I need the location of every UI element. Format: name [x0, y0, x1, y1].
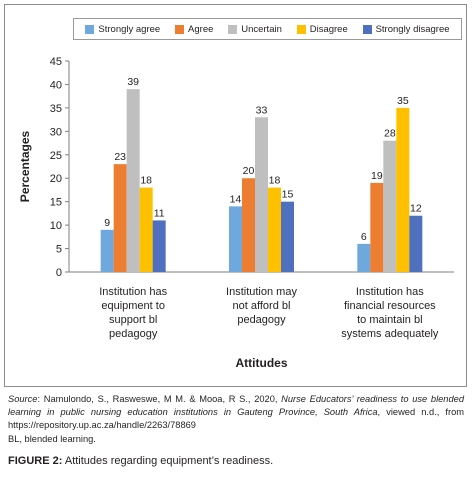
data-label: 35: [397, 95, 409, 107]
chart-legend: Strongly agree Agree Uncertain Disagree Stro…: [73, 18, 462, 40]
bar: [370, 182, 384, 272]
data-label: 12: [410, 203, 422, 215]
x-tick-label-line: Institution has: [356, 286, 424, 298]
source-rest: , viewed n.d., from https://repository.u…: [8, 407, 464, 430]
y-tick-label: 5: [56, 244, 62, 256]
source-note: Source: Namulondo, S., Rasweswe, M M. & …: [8, 393, 464, 432]
legend-label: Agree: [188, 23, 214, 35]
data-label: 18: [269, 175, 281, 187]
bar: [255, 117, 268, 273]
abbreviation-note: BL, blended learning.: [8, 434, 96, 444]
legend-item: Uncertain: [228, 24, 282, 35]
bar: [409, 215, 423, 272]
bar: [396, 107, 410, 272]
legend-label: Strongly disagree: [375, 23, 450, 35]
data-label: 11: [154, 207, 165, 219]
data-label: 33: [256, 104, 268, 116]
data-label: 6: [361, 231, 367, 243]
legend-swatch: [175, 24, 185, 34]
y-tick-label: 35: [50, 103, 62, 115]
data-label: 18: [140, 175, 152, 187]
legend-item: Strongly disagree: [362, 23, 450, 35]
x-tick-label-line: Institution has: [99, 286, 167, 298]
bar: [113, 164, 127, 272]
legend-label: Uncertain: [241, 23, 282, 35]
bar: [229, 206, 242, 272]
legend-label: Strongly agree: [98, 23, 161, 35]
bar: [281, 201, 294, 272]
data-label: 9: [104, 217, 110, 229]
x-tick-label: Institution has equipment to support bl ped…: [99, 286, 167, 340]
bar: [152, 220, 166, 272]
y-tick-label: 0: [56, 267, 62, 279]
bar-chart: 0 5 10 15 20 25 30 35 40 45 9 23 39 18 11 Institution h…: [18, 56, 454, 370]
x-tick-label-line: to maintain bl: [357, 314, 422, 326]
data-label: 20: [243, 165, 255, 177]
figure-caption: FIGURE 2: Attitudes regarding equipment’…: [8, 455, 273, 467]
source-label: Source: [8, 394, 38, 404]
source-title: Nurse Educators’ readiness to use blende…: [8, 394, 464, 417]
x-tick-label-line: not afford bl: [233, 300, 291, 312]
x-tick-label-line: Institution may: [226, 286, 297, 298]
x-tick-label-line: equipment to: [101, 300, 165, 312]
legend-item: Disagree: [296, 23, 348, 35]
x-tick-label-line: systems adequately: [341, 328, 439, 340]
chart-container: Strongly agree Agree Uncertain Disagree Stro…: [4, 4, 467, 387]
y-tick-label: 25: [50, 150, 62, 162]
x-axis-title: Attitudes: [236, 356, 288, 370]
bar: [357, 243, 371, 272]
x-tick-label-line: support bl: [109, 314, 157, 326]
x-tick-label: Institution may not afford bl pedagogy: [226, 286, 297, 326]
bar: [126, 89, 140, 272]
source-authors: : Namulondo, S., Rasweswe, M M. & Mooa, …: [37, 394, 282, 404]
y-tick-label: 20: [50, 173, 62, 185]
x-tick-label: Institution has financial resources to mai…: [341, 286, 439, 340]
y-axis-title: Percentages: [18, 130, 32, 202]
x-tick-label-line: financial resources: [344, 300, 436, 312]
legend-swatch: [85, 24, 95, 34]
bar: [100, 229, 114, 272]
bar: [383, 140, 397, 272]
y-tick-label: 30: [50, 126, 62, 138]
y-tick-label: 15: [50, 197, 62, 209]
data-label: 15: [282, 189, 294, 201]
legend-swatch: [362, 24, 372, 34]
data-label: 23: [114, 151, 126, 163]
x-tick-label-line: pedagogy: [109, 328, 158, 340]
legend-item: Strongly agree: [85, 24, 160, 35]
bar: [268, 187, 281, 272]
figure-title: Attitudes regarding equipment’s readines…: [62, 455, 274, 467]
y-tick-label: 45: [50, 56, 62, 68]
legend-swatch: [296, 24, 306, 34]
figure-label: FIGURE 2:: [8, 455, 63, 467]
legend-label: Disagree: [309, 23, 348, 35]
x-tick-label-line: pedagogy: [237, 314, 286, 326]
legend-item: Agree: [175, 24, 213, 35]
data-label: 28: [384, 128, 396, 140]
data-label: 19: [371, 170, 383, 182]
bar: [242, 178, 255, 272]
y-tick-label: 40: [50, 79, 62, 91]
y-tick-label: 10: [50, 220, 62, 232]
data-label: 14: [230, 193, 242, 205]
data-label: 39: [127, 76, 139, 88]
bar: [139, 187, 153, 272]
legend-swatch: [228, 24, 238, 34]
